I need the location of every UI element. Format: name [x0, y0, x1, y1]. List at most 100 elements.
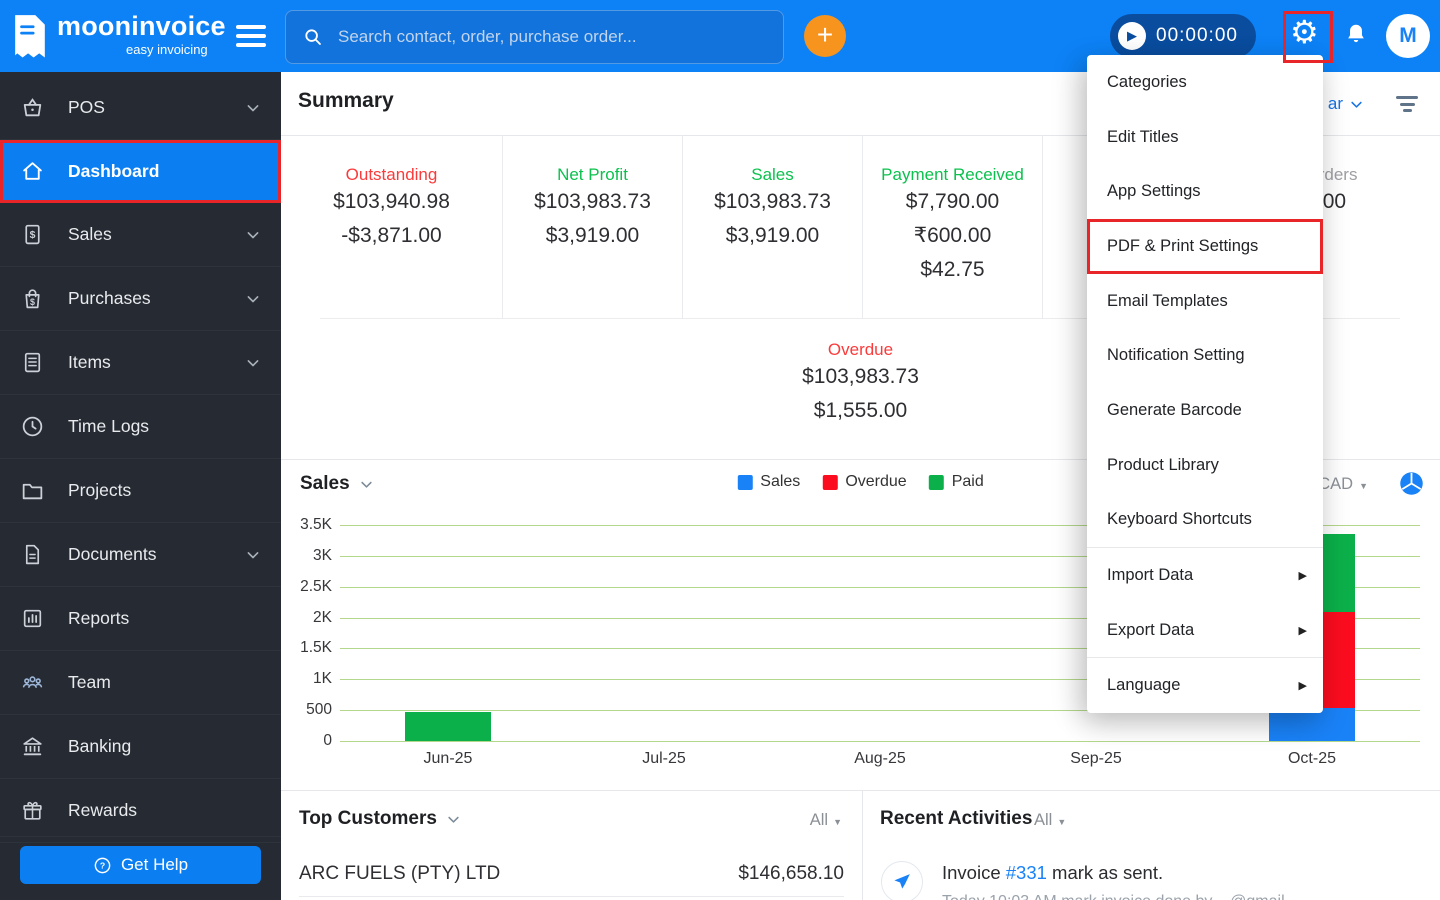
pie-chart-toggle-icon[interactable]: [1398, 470, 1425, 497]
sidebar-item-pos[interactable]: POS: [0, 76, 281, 140]
gridline: [340, 710, 1420, 712]
menu-item-notification-setting[interactable]: Notification Setting: [1087, 328, 1323, 383]
x-axis-tick: Jul-25: [642, 750, 686, 767]
gridline: [340, 741, 1420, 742]
y-axis-tick: 1K: [313, 670, 332, 688]
recent-activities-title: Recent Activities: [880, 808, 1033, 829]
stat-hidden: [1042, 135, 1222, 318]
sidebar-item-rewards[interactable]: Rewards: [0, 779, 281, 843]
notifications-bell-icon[interactable]: [1343, 21, 1369, 49]
sidebar-item-team[interactable]: Team: [0, 651, 281, 715]
sidebar-item-documents[interactable]: Documents: [0, 523, 281, 587]
chevron-down-icon: [444, 810, 463, 829]
currency-selector[interactable]: CAD ▼: [1318, 475, 1368, 494]
get-help-label: Get Help: [120, 855, 189, 874]
bank-icon: [20, 734, 45, 759]
sidebar-item-items[interactable]: Items: [0, 331, 281, 395]
top-customers-panel: Top Customers All ▼ ARC FUELS (PTY) LTD $1…: [281, 790, 862, 900]
add-new-button[interactable]: +: [804, 15, 846, 57]
stat-value: $42.75: [920, 258, 985, 281]
settings-gear-icon[interactable]: ⚙: [1290, 14, 1319, 50]
menu-item-keyboard-shortcuts[interactable]: Keyboard Shortcuts: [1087, 492, 1323, 547]
menu-item-categories[interactable]: Categories: [1087, 55, 1323, 110]
sidebar-item-label: Dashboard: [68, 161, 160, 181]
global-search[interactable]: [285, 10, 784, 64]
overdue-label: Overdue: [827, 340, 894, 359]
chevron-down-icon: [1347, 95, 1366, 114]
sidebar-item-label: Documents: [68, 544, 157, 564]
sidebar-item-dashboard[interactable]: Dashboard: [0, 140, 281, 203]
hamburger-menu-icon[interactable]: [236, 25, 266, 52]
stat-value: .00: [1316, 190, 1347, 213]
sidebar-item-purchases[interactable]: $ Purchases: [0, 267, 281, 331]
chart-x-axis: Jun-25 Jul-25 Aug-25 Sep-25 Oct-25: [340, 750, 1420, 772]
recent-activities-filter[interactable]: All ▼: [1034, 811, 1067, 829]
top-customers-selector[interactable]: Top Customers: [299, 808, 463, 830]
menu-item-label: Product Library: [1107, 455, 1219, 474]
period-selector[interactable]: ar: [1328, 94, 1366, 114]
period-label: ar: [1327, 94, 1343, 113]
chart-type-selector[interactable]: Sales: [300, 473, 376, 495]
legend-item-overdue: Overdue: [822, 473, 907, 491]
time-tracker[interactable]: ▶ 00:00:00: [1110, 14, 1256, 58]
help-icon: ?: [93, 856, 112, 875]
menu-item-edit-titles[interactable]: Edit Titles: [1087, 110, 1323, 165]
top-customers-filter[interactable]: All ▼: [809, 811, 842, 829]
sidebar-item-label: Projects: [68, 480, 132, 500]
bag-icon: $: [20, 286, 45, 311]
menu-item-label: Import Data: [1107, 565, 1194, 584]
menu-item-generate-barcode[interactable]: Generate Barcode: [1087, 383, 1323, 438]
filter-icon[interactable]: [1396, 96, 1418, 116]
legend-item-sales: Sales: [737, 473, 800, 491]
stat-label: Outstanding: [345, 165, 438, 184]
menu-item-label: Generate Barcode: [1107, 400, 1242, 419]
invoice-icon: $: [20, 222, 45, 247]
menu-item-app-settings[interactable]: App Settings: [1087, 164, 1323, 219]
menu-item-label: Email Templates: [1107, 291, 1228, 310]
bar-paid-jun-25: [405, 711, 491, 741]
gridline: [340, 586, 1420, 588]
customer-name: ARC FUELS (PTY) LTD: [299, 863, 501, 884]
sidebar-item-label: Banking: [68, 736, 132, 756]
sidebar-item-banking[interactable]: Banking: [0, 715, 281, 779]
stat-value: $103,940.98: [333, 190, 450, 213]
user-avatar[interactable]: M: [1386, 14, 1430, 58]
gridline: [340, 525, 1420, 526]
stat-net-profit: Net Profit $103,983.73 $3,919.00: [502, 135, 682, 318]
menu-item-export-data[interactable]: Export Data ▶: [1087, 603, 1323, 658]
sidebar-item-reports[interactable]: Reports: [0, 587, 281, 651]
menu-item-label: Notification Setting: [1107, 346, 1245, 365]
invoice-link[interactable]: #331: [1005, 862, 1047, 883]
menu-item-email-templates[interactable]: Email Templates: [1087, 274, 1323, 329]
overdue-value: $103,983.73: [802, 365, 919, 388]
customer-row[interactable]: ARC FUELS (PTY) LTD $146,658.10: [299, 852, 844, 897]
stat-label: Sales: [751, 165, 794, 184]
overdue-value: $1,555.00: [813, 399, 908, 422]
y-axis-tick: 1.5K: [300, 639, 332, 657]
menu-item-product-library[interactable]: Product Library: [1087, 438, 1323, 493]
settings-dropdown-menu: Categories Edit Titles App Settings PDF & P…: [1087, 55, 1323, 713]
play-icon[interactable]: ▶: [1118, 22, 1146, 50]
brand-name[interactable]: mooninvoice: [57, 11, 226, 41]
mooninvoice-logo-icon[interactable]: [12, 13, 48, 59]
get-help-button[interactable]: ? Get Help: [20, 846, 261, 884]
gridline: [340, 617, 1420, 619]
stat-value: $7,790.00: [905, 190, 1000, 213]
menu-item-pdf-print-settings[interactable]: PDF & Print Settings: [1087, 219, 1323, 274]
y-axis-tick: 3.5K: [300, 516, 332, 533]
sidebar-item-projects[interactable]: Projects: [0, 459, 281, 523]
y-axis-tick: 0: [323, 732, 332, 749]
stat-value: $3,919.00: [725, 224, 820, 247]
stat-sales: Sales $103,983.73 $3,919.00: [682, 135, 862, 318]
svg-text:$: $: [30, 230, 36, 241]
sidebar-item-label: Reports: [68, 608, 130, 628]
sidebar-item-sales[interactable]: $ Sales: [0, 203, 281, 267]
submenu-arrow-icon: ▶: [1298, 624, 1307, 637]
search-input[interactable]: [336, 26, 783, 48]
stat-value: ₹600.00: [913, 224, 992, 247]
sidebar-item-time-logs[interactable]: Time Logs: [0, 395, 281, 459]
menu-item-import-data[interactable]: Import Data ▶: [1087, 547, 1323, 603]
page-title: Summary: [298, 89, 394, 112]
paper-plane-icon: [892, 872, 912, 892]
menu-item-language[interactable]: Language ▶: [1087, 657, 1323, 713]
